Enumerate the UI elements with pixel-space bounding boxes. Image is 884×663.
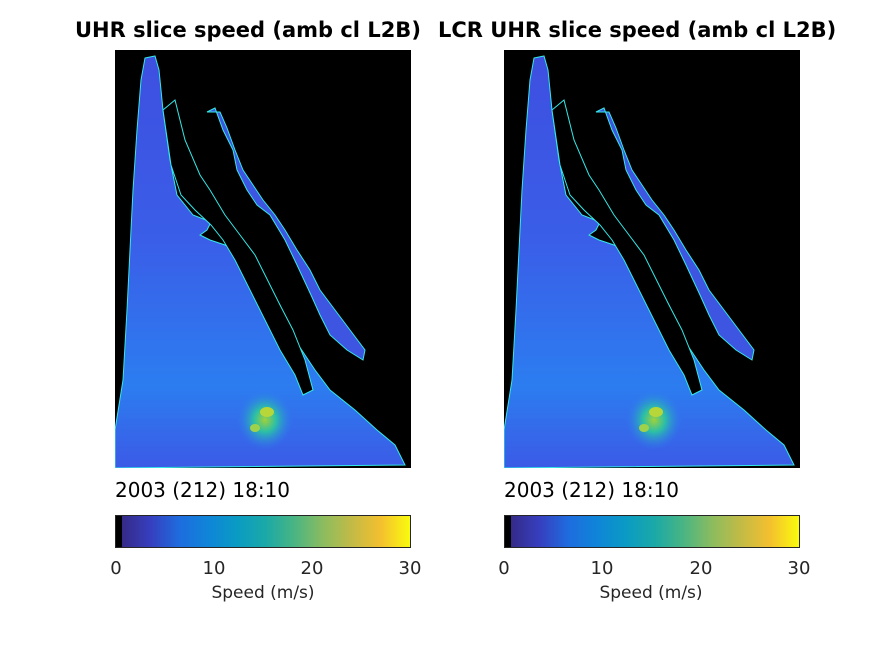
left-speed-map [115,50,411,468]
left-colorbar-label: Speed (m/s) [211,583,315,603]
left-colorbar [115,515,411,548]
right-peninsula-land [551,99,703,396]
right-high-speed-core [649,407,663,417]
left-colorbar-tick-1: 10 [202,558,226,579]
right-high-speed-core-2 [639,424,649,432]
left-colorbar-tick-0: 0 [110,558,122,579]
right-high-speed-patch [626,390,682,450]
left-high-speed-core [260,407,274,417]
right-gulf-field [595,107,755,361]
left-panel: UHR slice speed (amb cl L2B) [0,0,421,663]
left-timestamp: 2003 (212) 18:10 [115,478,291,502]
left-high-speed-core-2 [250,424,260,432]
left-colorbar-gradient [115,515,411,548]
right-colorbar-gradient [504,515,800,548]
right-colorbar-label: Speed (m/s) [599,583,703,603]
left-high-speed-patch [237,390,293,450]
right-colorbar-tick-1: 10 [590,558,614,579]
right-colorbar-tick-0: 0 [498,558,510,579]
right-colorbar-tick-2: 20 [689,558,713,579]
left-chart-title: UHR slice speed (amb cl L2B) [75,18,421,42]
right-chart-title: LCR UHR slice speed (amb cl L2B) [438,18,837,42]
right-speed-map-svg [504,55,795,468]
right-colorbar-tick-3: 30 [787,558,811,579]
left-colorbar-tick-3: 30 [398,558,422,579]
left-gulf-field [206,107,366,361]
left-speed-map-svg [115,55,406,468]
right-panel: LCR UHR slice speed (amb cl L2B) [390,0,836,663]
right-speed-map [504,50,800,468]
right-timestamp: 2003 (212) 18:10 [504,478,680,502]
left-colorbar-tick-2: 20 [300,558,324,579]
left-peninsula-land [162,99,314,396]
right-colorbar [504,515,800,548]
